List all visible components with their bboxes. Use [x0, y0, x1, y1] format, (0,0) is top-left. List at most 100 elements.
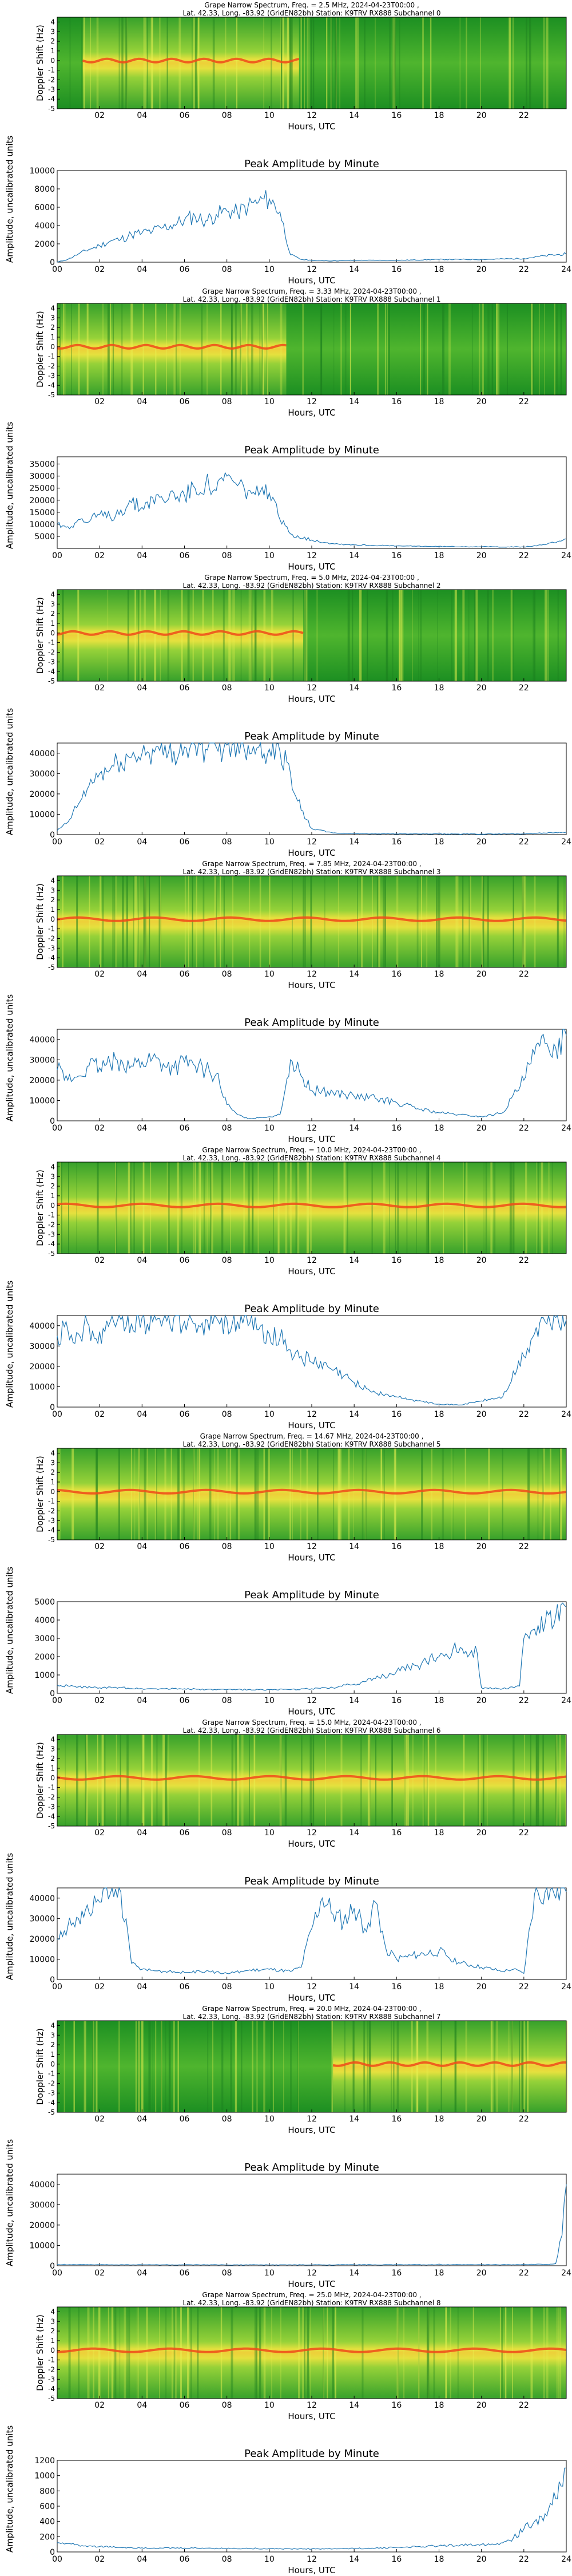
amplitude-y-tick-label: 6000	[34, 203, 55, 212]
spectrogram-stripe	[565, 2021, 568, 2112]
amplitude-x-tick-label: 10	[264, 1124, 275, 1133]
spectrogram-stripe	[118, 1448, 120, 1540]
spectrogram-stripe	[479, 17, 481, 109]
amplitude-x-tick-label: 08	[222, 1410, 232, 1419]
spectrogram-stripe	[482, 1735, 484, 1826]
spectrogram-stripe	[268, 1448, 270, 1540]
amplitude-y-tick-label: 40000	[29, 1036, 55, 1045]
amplitude-x-tick-label: 22	[519, 1696, 529, 1705]
spectrogram-stripe	[59, 1162, 61, 1254]
spectrogram-stripe	[512, 1162, 515, 1254]
spectrogram-stripe	[555, 1735, 557, 1826]
spectrogram-stripe	[436, 876, 438, 967]
spectrogram-x-tick-label: 18	[434, 397, 444, 406]
spectrogram-x-tick-label: 20	[476, 1542, 487, 1551]
spectrogram-stripe	[512, 17, 514, 109]
spectrogram-stripe	[108, 2307, 109, 2399]
spectrogram-stripe	[427, 303, 428, 395]
spectrogram-x-tick-label: 10	[264, 1542, 275, 1551]
doppler-tick-label: -2	[48, 1793, 55, 1801]
spectrogram-stripe	[383, 1448, 385, 1540]
spectrogram-x-tick-label: 02	[94, 683, 105, 693]
subchannel-5-group: Grape Narrow Spectrum, Freq. = 14.67 MHz…	[5, 1432, 571, 1717]
amplitude-x-tick-label: 02	[94, 2269, 105, 2278]
spectrogram-stripe	[529, 17, 531, 109]
spectrogram-x-tick-label: 10	[264, 2115, 275, 2124]
spectrogram-x-tick-label: 16	[391, 1256, 402, 1265]
amplitude-chart-title: Peak Amplitude by Minute	[244, 1589, 379, 1601]
amplitude-x-tick-label: 22	[519, 2555, 529, 2564]
spectrogram-stripe	[472, 2307, 474, 2399]
spectrogram-stripe	[180, 2307, 182, 2399]
spectrogram-stripe	[557, 876, 559, 967]
spectrogram-stripe	[533, 590, 534, 681]
spectrogram-stripe	[386, 303, 388, 395]
spectrogram-stripe	[280, 1735, 282, 1826]
doppler-tick-label: -2	[48, 1220, 55, 1228]
spectrogram-stripe	[420, 590, 422, 681]
spectrogram-stripe	[417, 2021, 419, 2112]
amplitude-chart-title: Peak Amplitude by Minute	[244, 1017, 379, 1029]
spectrogram-stripe	[565, 1735, 567, 1826]
doppler-tick-label: -5	[48, 1822, 55, 1830]
amplitude-y-tick-label: 0	[50, 2548, 55, 2557]
spectrogram-stripe	[523, 2021, 525, 2112]
spectrogram-stripe	[343, 1162, 346, 1254]
spectrogram-stripe	[443, 1162, 444, 1254]
spectrogram-stripe	[482, 303, 484, 395]
spectrogram-stripe	[303, 876, 305, 967]
amplitude-y-tick-label: 1200	[34, 2456, 55, 2466]
amplitude-y-tick-label: 20000	[29, 790, 55, 799]
spectrogram-stripe	[465, 2021, 467, 2112]
amplitude-x-tick-label: 12	[307, 2555, 317, 2564]
spectrogram-stripe	[86, 303, 89, 395]
spectrogram-stripe	[201, 303, 203, 395]
spectrogram-title-line1: Grape Narrow Spectrum, Freq. = 5.0 MHz, …	[204, 574, 419, 582]
doppler-tick-label: -1	[48, 925, 55, 933]
amplitude-y-tick-label: 4000	[34, 1616, 55, 1625]
amplitude-x-tick-label: 20	[476, 1696, 487, 1705]
amplitude-chart-title: Peak Amplitude by Minute	[244, 1875, 379, 1887]
spectrogram-stripe	[81, 17, 83, 109]
amplitude-x-tick-label: 16	[391, 1410, 402, 1419]
amplitude-y-tick-label: 40000	[29, 749, 55, 758]
spectrogram-x-tick-label: 16	[391, 1542, 402, 1551]
spectrogram-stripe	[240, 303, 241, 395]
amplitude-x-tick-label: 24	[561, 265, 571, 274]
amplitude-plot-frame	[57, 456, 567, 549]
spectrogram-stripe	[509, 17, 511, 109]
spectrogram-stripe	[160, 876, 161, 967]
spectrogram-stripe	[430, 17, 432, 109]
spectrogram-stripe	[292, 590, 294, 681]
spectrogram-stripe	[290, 17, 293, 109]
amplitude-series-line	[57, 2467, 567, 2550]
spectrogram-stripe	[254, 590, 256, 681]
amplitude-y-tick-label: 30000	[29, 2200, 55, 2210]
spectrogram-stripe	[378, 876, 380, 967]
spectrogram-x-tick-label: 14	[349, 970, 359, 979]
amplitude-x-tick-label: 10	[264, 2269, 275, 2278]
amplitude-y-tick-label: 3000	[34, 1634, 55, 1643]
spectrogram-stripe	[173, 2307, 176, 2399]
spectrogram-stripe	[304, 17, 305, 109]
spectrogram-stripe	[450, 2307, 452, 2399]
spectrogram-stripe	[393, 2021, 395, 2112]
spectrogram-stripe	[302, 2307, 304, 2399]
amplitude-x-tick-label: 06	[180, 551, 190, 560]
spectrogram-stripe	[133, 1162, 135, 1254]
amplitude-y-tick-label: 5000	[34, 532, 55, 542]
spectrogram-stripe	[360, 590, 363, 681]
amplitude-x-tick-label: 14	[349, 265, 359, 274]
spectrogram-stripe	[563, 876, 565, 967]
spectrogram-stripe	[134, 876, 137, 967]
spectrogram-stripe	[491, 2021, 494, 2112]
spectrogram-stripe	[394, 17, 396, 109]
amplitude-x-tick-label: 16	[391, 2269, 402, 2278]
spectrogram-stripe	[142, 303, 144, 395]
spectrogram-stripe	[335, 17, 337, 109]
spectrogram-stripe	[300, 17, 302, 109]
spectrogram-stripe	[534, 876, 536, 967]
spectrogram-stripe	[192, 17, 193, 109]
doppler-tick-label: -1	[48, 639, 55, 647]
spectrogram-stripe	[415, 2021, 418, 2112]
